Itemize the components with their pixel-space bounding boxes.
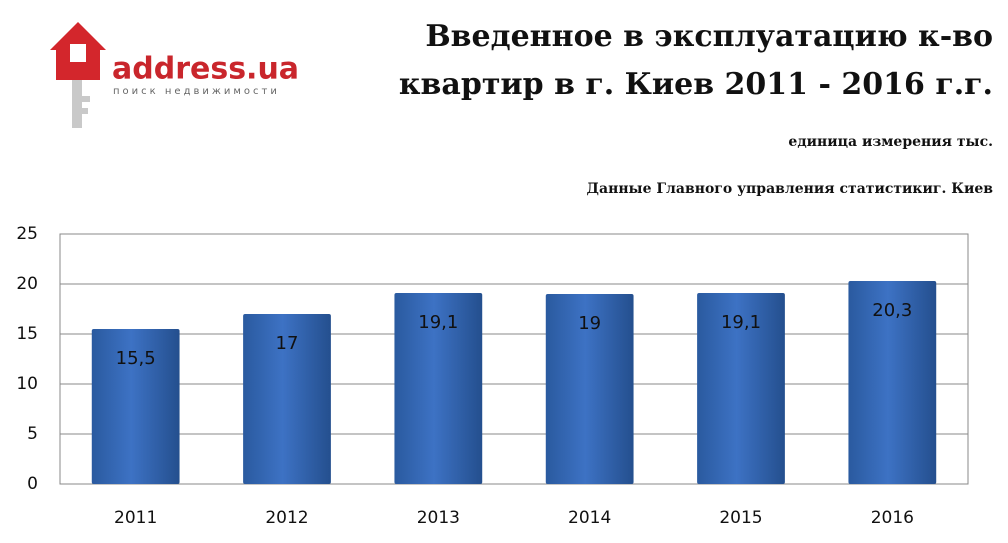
bar	[243, 314, 331, 484]
logo: address.ua поиск недвижимости	[50, 22, 299, 128]
logo-name: address.ua	[112, 52, 299, 87]
value-label: 15,5	[116, 348, 156, 369]
value-label: 19,1	[418, 312, 458, 333]
bar	[91, 329, 180, 484]
y-tick-label: 15	[16, 324, 38, 344]
value-label: 19,1	[721, 312, 761, 333]
logo-tagline: поиск недвижимости	[113, 86, 280, 97]
y-tick-label: 5	[27, 424, 38, 444]
bar	[848, 281, 937, 484]
y-tick-label: 10	[16, 374, 38, 394]
y-tick-label: 20	[16, 274, 38, 294]
value-label: 17	[276, 333, 299, 354]
y-tick-label: 0	[27, 474, 38, 494]
chart-title: квартир в г. Киев 2011 - 2016 г.г.	[399, 67, 993, 102]
value-label: 19	[578, 313, 601, 334]
chart-title: Введенное в эксплуатацию к-во	[425, 19, 993, 54]
y-tick-label: 25	[16, 224, 38, 244]
x-tick-label: 2015	[719, 508, 762, 528]
plot-area	[59, 233, 969, 485]
bar	[394, 293, 483, 484]
bar	[545, 294, 634, 484]
chart-subtitle: единица измерения тыс.	[788, 134, 993, 150]
source-note: Данные Главного управления статистикиг. …	[587, 181, 994, 197]
x-tick-label: 2016	[871, 508, 914, 528]
value-label: 20,3	[872, 300, 912, 321]
x-tick-label: 2012	[265, 508, 308, 528]
x-tick-label: 2011	[114, 508, 157, 528]
x-tick-label: 2014	[568, 508, 611, 528]
bar	[697, 293, 785, 484]
x-tick-label: 2013	[417, 508, 460, 528]
